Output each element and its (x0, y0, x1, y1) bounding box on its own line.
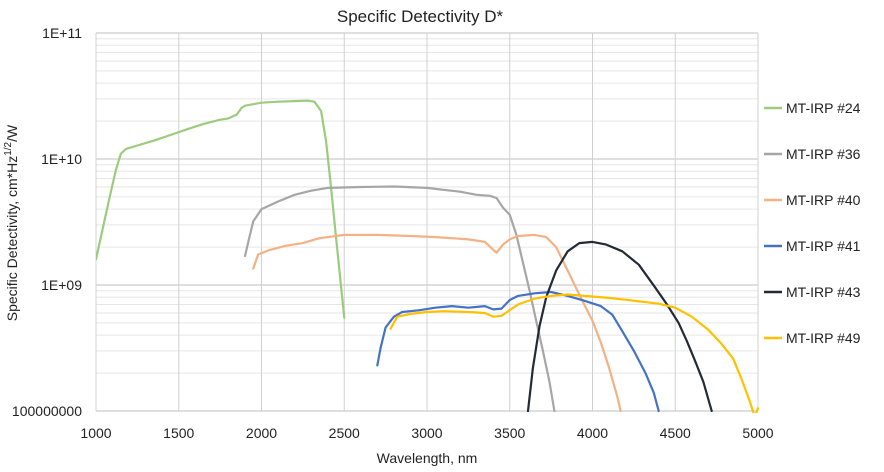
legend-label: MT-IRP #36 (786, 146, 861, 162)
legend: MT-IRP #24 MT-IRP #36 MT-IRP #40 MT-IRP #41… (764, 100, 861, 346)
x-tick-label: 4000 (577, 425, 608, 441)
legend-label: MT-IRP #43 (786, 284, 861, 300)
chart-title: Specific Detectivity D* (337, 7, 504, 26)
y-axis-label-main: Specific Detectivity, cm*Hz (4, 156, 20, 321)
y-tick-label: 1E+10 (41, 151, 82, 167)
series-lines (96, 99, 760, 413)
legend-label: MT-IRP #40 (786, 192, 861, 208)
y-tick-label: 1E+09 (41, 277, 82, 293)
x-tick-label: 2500 (329, 425, 360, 441)
y-axis-label: Specific Detectivity, cm*Hz1/2/W (3, 124, 20, 321)
legend-label: MT-IRP #41 (786, 238, 861, 254)
x-tick-label: 4500 (660, 425, 691, 441)
series-line-6 (389, 293, 760, 413)
x-axis-label: Wavelength, nm (377, 450, 478, 466)
legend-label: MT-IRP #49 (786, 330, 861, 346)
y-axis-label-unit: /W (4, 124, 20, 142)
series-line-2 (243, 185, 556, 413)
x-tick-label: 1500 (163, 425, 194, 441)
series-line-3 (252, 233, 622, 413)
x-tick-label: 5000 (742, 425, 773, 441)
gridlines (95, 32, 759, 412)
legend-label: MT-IRP #24 (786, 100, 861, 116)
x-tick-label: 1000 (80, 425, 111, 441)
y-axis-label-superscript: 1/2 (3, 141, 14, 155)
x-tick-label: 3500 (494, 425, 525, 441)
x-tick-label: 2000 (246, 425, 277, 441)
y-tick-label: 1E+11 (42, 25, 82, 41)
x-tick-label: 3000 (411, 425, 442, 441)
y-tick-label: 100000000 (12, 403, 82, 419)
series-line-5 (526, 240, 713, 413)
y-tick-labels: 100000000 1E+09 1E+10 1E+11 (12, 25, 82, 419)
x-tick-labels: 1000 1500 2000 2500 3000 3500 4000 4500 5000 (80, 425, 773, 441)
series-line-1 (96, 99, 346, 319)
series-line-4 (376, 290, 660, 413)
